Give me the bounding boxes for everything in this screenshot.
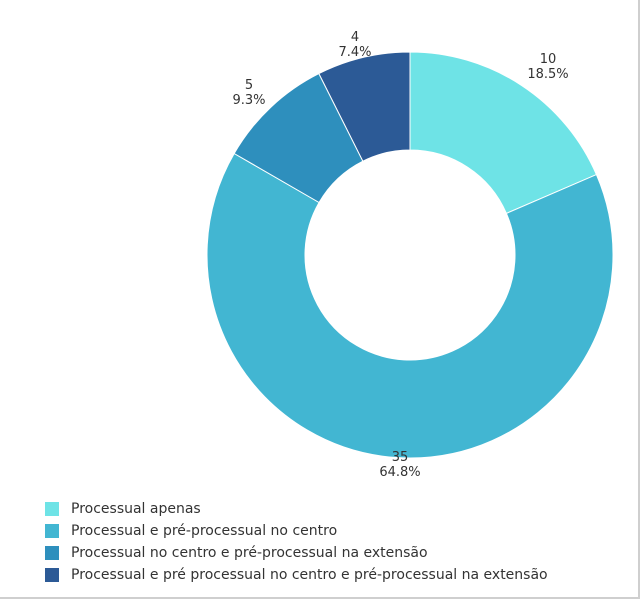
data-label-value: 5 xyxy=(244,78,254,93)
data-label-value: 4 xyxy=(350,30,360,45)
legend-label: Processual apenas xyxy=(71,501,201,517)
legend-item-processual-e-pre-processual-no-centro-e-na-extensao[interactable]: Processual e pré processual no centro e … xyxy=(45,564,548,586)
donut-slice-0[interactable] xyxy=(409,51,598,215)
data-label-3: 4 7.4% xyxy=(338,30,371,60)
frame-right-edge xyxy=(638,0,640,599)
data-label-value: 35 xyxy=(391,450,409,465)
legend-swatch xyxy=(45,568,59,582)
legend-item-processual-no-centro-e-pre-processual-na-extensao[interactable]: Processual no centro e pré-processual na… xyxy=(45,542,548,564)
legend-item-processual-e-pre-processual-no-centro[interactable]: Processual e pré-processual no centro xyxy=(45,520,548,542)
donut-slice-1[interactable] xyxy=(206,152,614,459)
legend-label: Processual e pré-processual no centro xyxy=(71,523,338,539)
frame-bottom-edge xyxy=(0,597,640,599)
legend-label: Processual no centro e pré-processual na… xyxy=(71,545,428,561)
data-label-0: 10 18.5% xyxy=(527,52,568,82)
data-label-2: 5 9.3% xyxy=(232,78,265,108)
data-label-percent: 18.5% xyxy=(527,67,569,82)
data-label-percent: 7.4% xyxy=(338,45,372,60)
legend-swatch xyxy=(45,524,59,538)
donut-slice-3[interactable] xyxy=(318,51,411,162)
legend-item-processual-apenas[interactable]: Processual apenas xyxy=(45,498,548,520)
data-label-1: 35 64.8% xyxy=(379,450,420,480)
legend-swatch xyxy=(45,546,59,560)
data-label-percent: 9.3% xyxy=(232,93,266,108)
data-label-percent: 64.8% xyxy=(379,465,421,480)
legend: Processual apenas Processual e pré-proce… xyxy=(45,498,548,586)
legend-label: Processual e pré processual no centro e … xyxy=(71,567,548,583)
data-label-value: 10 xyxy=(539,52,557,67)
legend-swatch xyxy=(45,502,59,516)
